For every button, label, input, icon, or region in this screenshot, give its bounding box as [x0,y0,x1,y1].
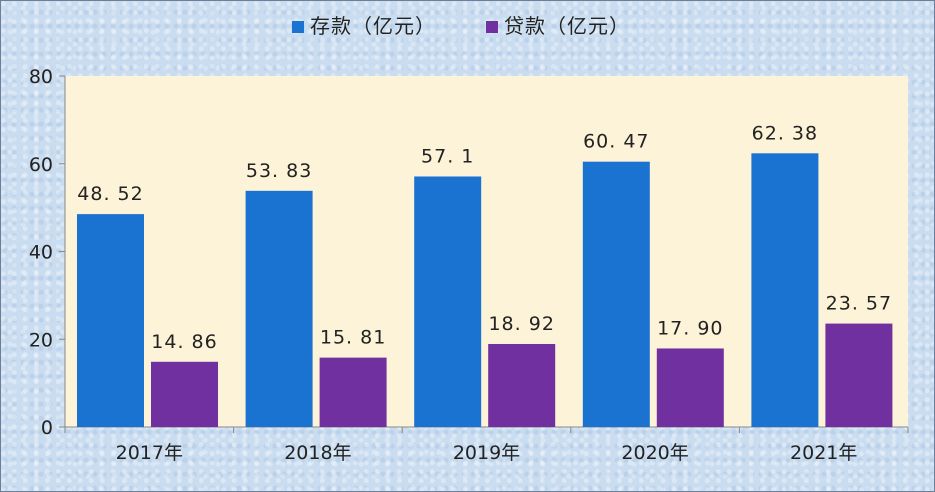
x-category-label: 2018年 [284,442,351,464]
data-label: 18. 92 [488,313,554,335]
legend-label: 贷款（亿元） [504,14,630,38]
legend-swatch-deposit [292,21,304,33]
bar-deposit [245,190,313,427]
bar-loan [488,343,556,427]
data-label: 14. 86 [151,331,217,353]
bar-deposit [751,153,819,428]
y-tick-label: 20 [29,329,53,351]
data-label: 17. 90 [657,317,723,339]
data-label: 62. 38 [752,122,818,144]
data-label: 57. 1 [421,145,474,167]
x-category-label: 2021年 [790,442,857,464]
y-tick-label: 40 [29,242,53,264]
x-category-label: 2019年 [453,442,520,464]
legend-swatch-loan [486,21,498,33]
x-category-label: 2017年 [116,442,183,464]
data-label: 60. 47 [583,131,649,153]
bar-loan [151,361,218,427]
bar-loan [656,348,724,427]
y-tick-label: 80 [29,66,53,88]
data-label: 48. 52 [77,183,143,205]
x-category-label: 2020年 [621,442,688,464]
data-label: 15. 81 [320,327,386,349]
data-label: 23. 57 [826,293,892,315]
data-label: 53. 83 [246,160,312,182]
bar-loan [319,357,387,427]
y-tick-label: 60 [29,154,53,176]
legend-label: 存款（亿元） [310,14,436,38]
bar-deposit [414,176,482,427]
y-tick-label: 0 [41,417,53,439]
bar-deposit [77,214,144,427]
bar-deposit [582,161,650,428]
bar-loan [825,323,893,427]
